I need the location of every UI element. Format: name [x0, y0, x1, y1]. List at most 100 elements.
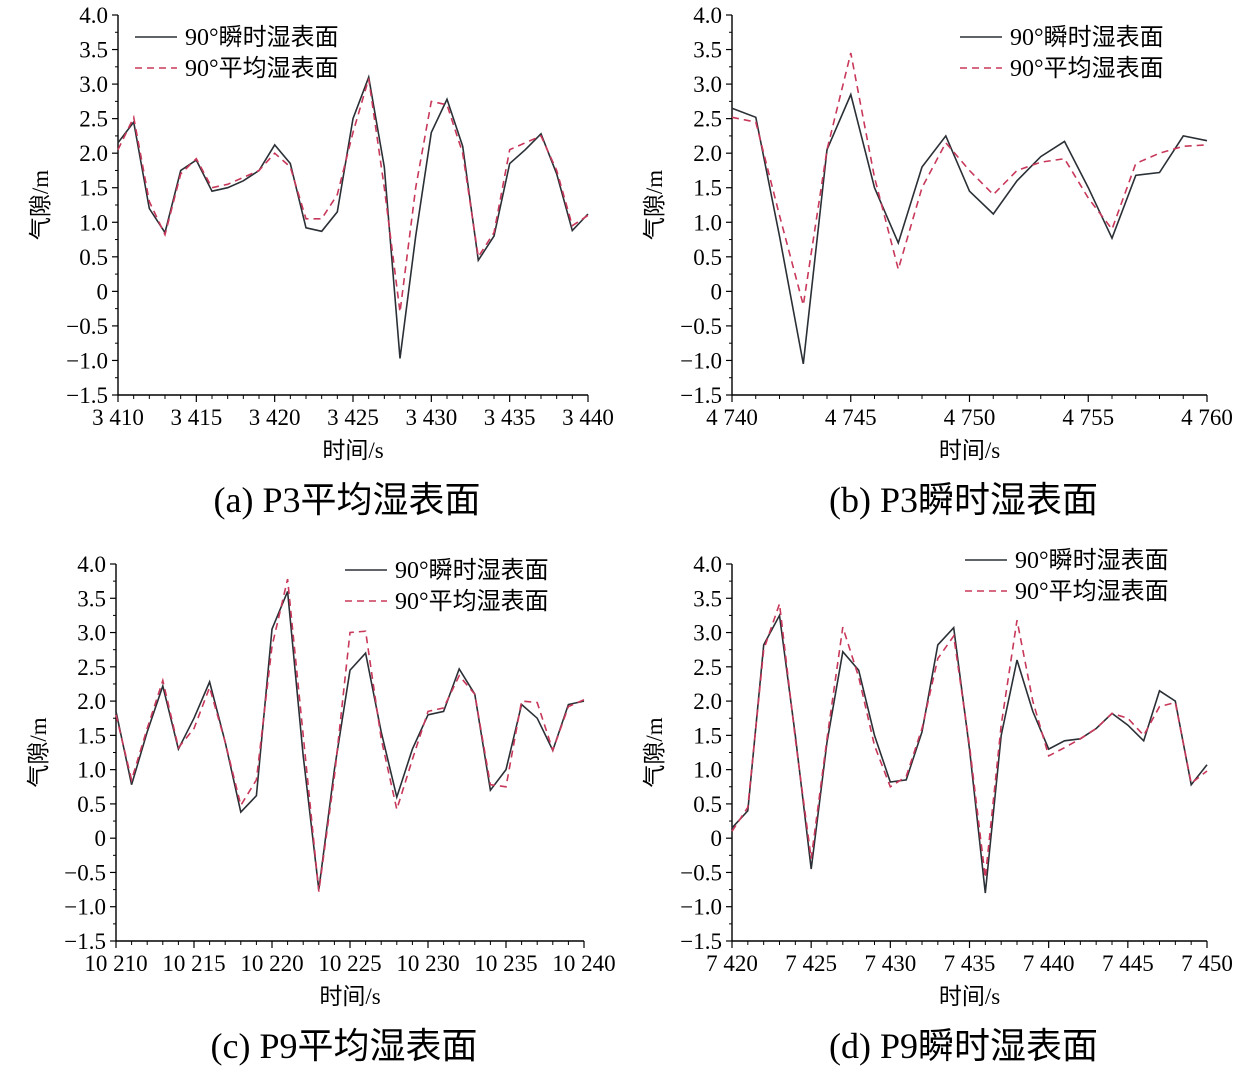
x-tick-label: 7 430	[864, 951, 916, 976]
chart-panel-1: 4.03.53.02.52.01.51.00.50−0.5−1.0−1.53 4…	[28, 3, 614, 520]
y-tick-label: 4.0	[79, 3, 108, 28]
x-tick-label: 10 230	[396, 951, 459, 976]
y-tick-label: 3.0	[79, 72, 108, 97]
y-axis-title: 气隙/m	[26, 717, 51, 787]
series-line-instant	[117, 74, 589, 359]
x-tick-label: 3 425	[327, 405, 379, 430]
y-tick-label: 3.5	[77, 586, 106, 611]
x-tick-label: 7 435	[944, 951, 996, 976]
x-tick-label: 10 240	[552, 951, 615, 976]
y-tick-label: 2.5	[77, 655, 106, 680]
chart-caption: (a) P3平均湿表面	[214, 480, 481, 520]
x-tick-label: 10 235	[474, 951, 537, 976]
y-tick-label: −1.0	[680, 895, 722, 920]
x-tick-label: 3 410	[92, 405, 144, 430]
x-tick-label: 10 210	[84, 951, 147, 976]
y-tick-label: 3.5	[693, 38, 722, 63]
legend: 90°瞬时湿表面 90°平均湿表面	[965, 547, 1169, 605]
x-axis-title: 时间/s	[319, 984, 380, 1009]
y-tick-label: 3.0	[693, 621, 722, 646]
legend-label-1: 90°瞬时湿表面	[1015, 547, 1169, 574]
y-tick-label: 1.5	[693, 723, 722, 748]
chart-caption: (b) P3瞬时湿表面	[829, 480, 1098, 520]
y-tick-label: 2.5	[693, 107, 722, 132]
x-axis-title: 时间/s	[939, 984, 1000, 1009]
y-tick-label: −1.5	[680, 383, 722, 408]
y-tick-label: −0.5	[680, 860, 722, 885]
x-tick-label: 4 755	[1062, 405, 1114, 430]
chart-caption: (d) P9瞬时湿表面	[829, 1026, 1098, 1066]
y-tick-label: 4.0	[693, 3, 722, 28]
y-tick-label: −1.0	[66, 348, 108, 373]
chart-panel-3: 4.03.53.02.52.01.51.00.50−0.5−1.0−1.510 …	[26, 552, 616, 1066]
series-line-instant	[731, 612, 1208, 894]
legend: 90°瞬时湿表面 90°平均湿表面	[960, 24, 1164, 82]
y-tick-label: 2.0	[77, 689, 106, 714]
series-line-average	[117, 78, 589, 313]
series-line-average	[731, 52, 1208, 306]
y-tick-label: 2.5	[79, 107, 108, 132]
y-axis-title: 气隙/m	[642, 170, 667, 240]
y-axis-title: 气隙/m	[28, 170, 53, 240]
x-tick-label: 3 440	[562, 405, 614, 430]
legend-label-2: 90°平均湿表面	[185, 55, 339, 82]
x-tick-label: 10 220	[240, 951, 303, 976]
legend-label-2: 90°平均湿表面	[395, 588, 549, 615]
y-tick-label: 4.0	[77, 552, 106, 577]
y-tick-label: 2.0	[693, 689, 722, 714]
x-tick-label: 7 450	[1181, 951, 1233, 976]
x-tick-label: 4 760	[1181, 405, 1233, 430]
y-tick-label: 4.0	[693, 552, 722, 577]
y-tick-label: 0	[711, 826, 723, 851]
y-tick-label: −0.5	[680, 314, 722, 339]
x-axis-title: 时间/s	[322, 438, 383, 463]
y-tick-label: 1.5	[79, 176, 108, 201]
y-tick-label: 3.0	[693, 72, 722, 97]
x-tick-label: 7 440	[1023, 951, 1075, 976]
series-line-average	[731, 603, 1208, 878]
x-tick-label: 4 750	[944, 405, 996, 430]
legend-label-2: 90°平均湿表面	[1015, 578, 1169, 605]
x-axis-title: 时间/s	[939, 438, 1000, 463]
x-tick-label: 10 215	[162, 951, 225, 976]
y-tick-label: 2.0	[79, 141, 108, 166]
y-tick-label: −1.5	[66, 383, 108, 408]
y-tick-label: 1.0	[79, 210, 108, 235]
legend: 90°瞬时湿表面 90°平均湿表面	[345, 557, 549, 615]
y-tick-label: 0	[97, 279, 109, 304]
y-tick-label: −1.5	[64, 929, 106, 954]
y-tick-label: 0	[95, 826, 107, 851]
y-tick-label: −0.5	[66, 314, 108, 339]
legend-label-2: 90°平均湿表面	[1010, 55, 1164, 82]
legend-label-1: 90°瞬时湿表面	[395, 557, 549, 584]
y-tick-label: 2.5	[693, 655, 722, 680]
x-tick-label: 3 420	[249, 405, 301, 430]
x-tick-label: 7 420	[706, 951, 758, 976]
legend-label-1: 90°瞬时湿表面	[185, 24, 339, 51]
y-tick-label: 3.5	[79, 38, 108, 63]
x-tick-label: 3 415	[170, 405, 222, 430]
y-tick-label: 3.0	[77, 621, 106, 646]
y-tick-label: 0.5	[79, 245, 108, 270]
chart-panel-2: 4.03.53.02.52.01.51.00.50−0.5−1.0−1.54 7…	[642, 3, 1233, 520]
y-tick-label: 3.5	[693, 586, 722, 611]
y-tick-label: 2.0	[693, 141, 722, 166]
y-tick-label: 0.5	[693, 792, 722, 817]
y-tick-label: −1.0	[680, 348, 722, 373]
chart-caption: (c) P9平均湿表面	[211, 1026, 478, 1066]
series-line-average	[115, 578, 585, 892]
y-tick-label: 1.5	[77, 723, 106, 748]
y-tick-label: −0.5	[64, 860, 106, 885]
legend: 90°瞬时湿表面 90°平均湿表面	[135, 24, 339, 82]
series-line-instant	[115, 591, 585, 890]
x-tick-label: 4 740	[706, 405, 758, 430]
x-tick-label: 4 745	[825, 405, 877, 430]
x-tick-label: 7 445	[1102, 951, 1154, 976]
legend-label-1: 90°瞬时湿表面	[1010, 24, 1164, 51]
y-tick-label: 1.0	[77, 758, 106, 783]
y-tick-label: 0	[711, 279, 723, 304]
x-tick-label: 3 430	[405, 405, 457, 430]
chart-panel-4: 4.03.53.02.52.01.51.00.50−0.5−1.0−1.57 4…	[642, 547, 1233, 1066]
y-tick-label: 1.0	[693, 210, 722, 235]
